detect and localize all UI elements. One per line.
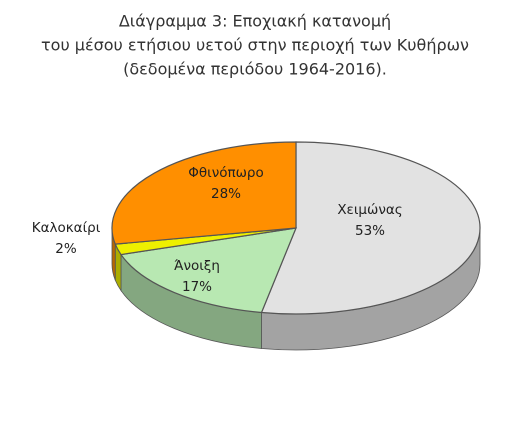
slice [260, 141, 481, 315]
value-label: 17% [182, 279, 212, 295]
slice-label: Φθινόπωρο [188, 165, 264, 181]
slice-label: Άνοιξη [174, 258, 220, 274]
chart-title: του μέσου ετήσιου υετού στην περιοχή των… [41, 36, 469, 55]
slice-label: Χειμώνας [337, 202, 402, 218]
slice [111, 141, 297, 245]
value-label: 2% [55, 241, 77, 257]
slice [119, 227, 297, 314]
chart-title: Διάγραμμα 3: Εποχιακή κατανομή [119, 12, 391, 31]
value-label: 28% [211, 186, 241, 202]
slice-label: Καλοκαίρι [32, 220, 101, 236]
chart-title: (δεδομένα περιόδου 1964-2016). [123, 60, 387, 79]
value-label: 53% [355, 223, 385, 239]
